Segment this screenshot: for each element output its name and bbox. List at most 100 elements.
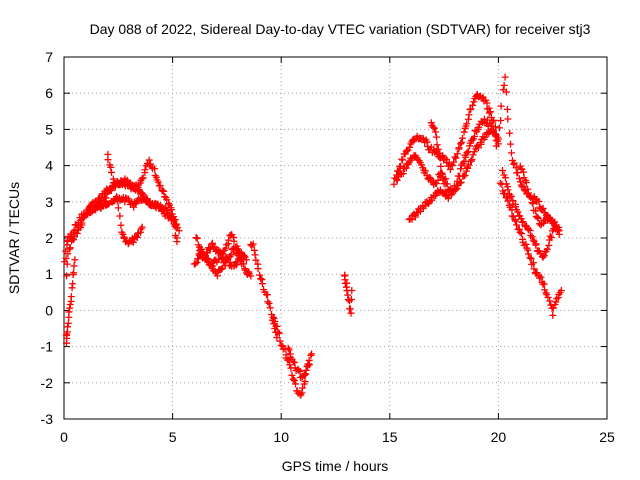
data-point [457, 165, 465, 173]
data-point [206, 245, 214, 253]
data-point [539, 204, 547, 212]
data-point [429, 123, 437, 131]
data-point [269, 313, 277, 321]
x-tick-label: 10 [273, 429, 289, 445]
data-point [541, 286, 549, 294]
data-point [527, 232, 535, 240]
data-point [458, 134, 466, 142]
data-point [240, 252, 248, 260]
data-point [514, 208, 522, 216]
data-point [538, 205, 546, 213]
data-point [492, 142, 500, 150]
data-point [542, 289, 550, 297]
data-point [308, 350, 316, 358]
data-point [522, 178, 530, 186]
data-point [240, 251, 248, 259]
data-point [516, 228, 524, 236]
y-axis-label: SDTVAR / TECUs [6, 182, 22, 294]
data-point [501, 174, 509, 182]
data-point [193, 258, 201, 266]
x-axis-label: GPS time / hours [282, 458, 389, 474]
data-point [471, 132, 479, 140]
data-point [440, 180, 448, 188]
data-point [78, 219, 86, 227]
data-point [203, 249, 211, 257]
data-point [251, 251, 259, 259]
data-point [289, 375, 297, 383]
data-point [437, 162, 445, 170]
data-point [347, 296, 355, 303]
y-tick-label: -1 [41, 339, 54, 355]
data-point [192, 234, 200, 242]
data-point [117, 221, 125, 229]
data-point [421, 167, 429, 175]
data-point [107, 163, 115, 171]
data-point [534, 214, 542, 222]
data-point [66, 244, 74, 252]
data-point [265, 299, 273, 307]
data-point [247, 272, 255, 280]
data-point [555, 230, 563, 238]
data-point [205, 245, 213, 253]
data-point [460, 172, 468, 180]
x-tick-label: 20 [491, 429, 507, 445]
data-point [288, 371, 296, 379]
data-point [499, 166, 507, 174]
grid-lines [64, 57, 607, 419]
data-point [432, 179, 440, 187]
data-point [171, 232, 179, 240]
data-point [434, 145, 442, 153]
data-point [527, 193, 535, 201]
data-point [145, 156, 153, 164]
y-tick-label: 6 [45, 85, 53, 101]
data-point [107, 187, 115, 195]
data-point [529, 200, 537, 208]
data-point [116, 212, 124, 220]
data-point [486, 108, 494, 116]
data-point [264, 298, 272, 306]
data-point [515, 225, 523, 233]
data-point [500, 81, 508, 89]
data-point [458, 139, 466, 147]
data-point [151, 165, 159, 173]
data-point [63, 260, 71, 268]
data-point [66, 301, 74, 309]
data-point [104, 156, 112, 164]
plot-frame [63, 56, 608, 420]
data-point [73, 229, 81, 237]
data-point [138, 175, 146, 183]
data-point [543, 245, 551, 253]
data-point [513, 221, 521, 229]
data-point [399, 156, 407, 164]
data-point [204, 255, 212, 263]
data-point [114, 204, 122, 212]
data-point [271, 317, 279, 325]
data-point [436, 154, 444, 162]
data-point [502, 88, 510, 96]
data-point [551, 218, 559, 226]
y-tick-label: 0 [45, 302, 53, 318]
data-point [507, 192, 515, 200]
data-point [475, 123, 483, 131]
data-point [481, 133, 489, 141]
data-point [504, 186, 512, 194]
data-point [554, 226, 562, 234]
y-tick-label: 7 [45, 49, 53, 65]
data-point [301, 370, 309, 378]
data-point [430, 124, 438, 132]
data-point [67, 293, 75, 301]
y-tick-label: 5 [45, 121, 53, 137]
data-point [264, 291, 272, 299]
y-tick-label: -2 [41, 375, 54, 391]
data-point [549, 311, 557, 319]
data-point [468, 156, 476, 164]
data-point [252, 256, 260, 264]
data-point [433, 141, 441, 149]
data-point [532, 240, 540, 248]
data-point [447, 191, 455, 199]
data-point [257, 275, 265, 283]
data-point [504, 197, 512, 205]
data-point [518, 230, 526, 238]
data-point [462, 153, 470, 161]
data-point [504, 115, 512, 123]
